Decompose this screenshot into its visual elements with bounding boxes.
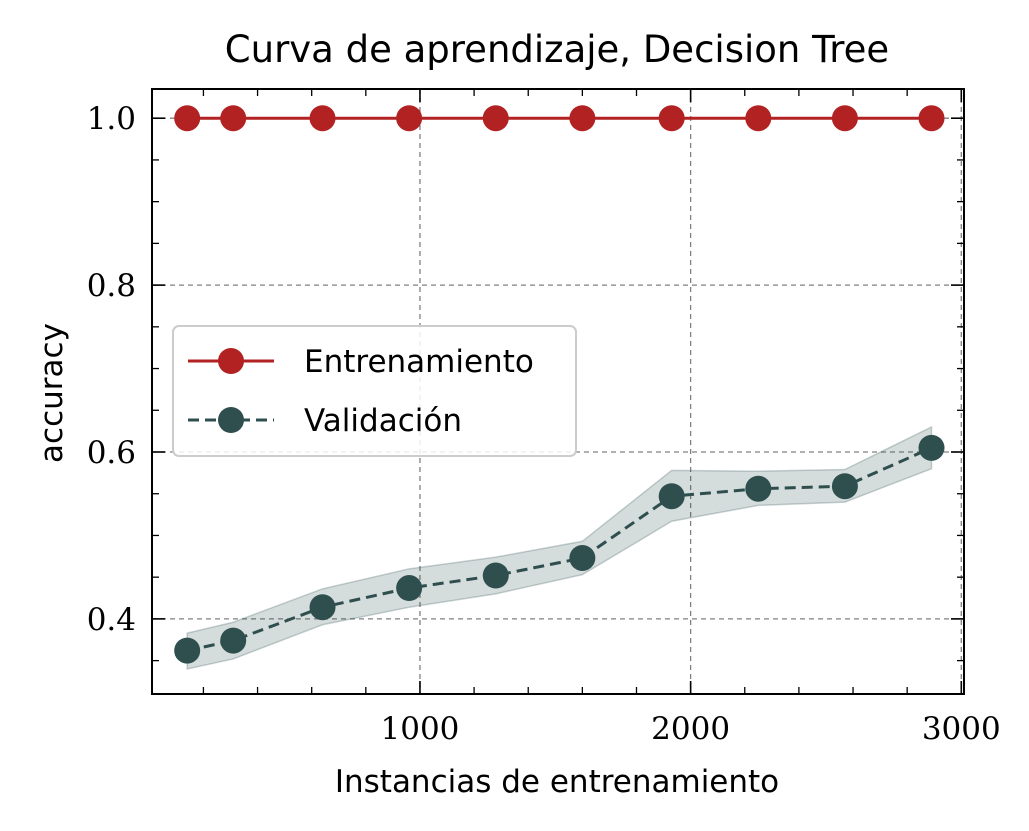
marker-validacion-7: [745, 475, 772, 502]
legend-label-validacion: Validación: [304, 403, 462, 439]
x-tick-label-2: 3000: [922, 711, 1001, 747]
y-axis-label: accuracy: [34, 323, 70, 463]
validation-confidence-band: [186, 425, 933, 670]
marker-entrenamiento-5: [569, 105, 596, 132]
marker-validacion-3: [396, 575, 423, 602]
marker-entrenamiento-7: [745, 105, 772, 132]
marker-entrenamiento-9: [918, 105, 945, 132]
legend-box: [172, 325, 577, 457]
marker-entrenamiento-6: [658, 105, 685, 132]
x-tick-label-1: 2000: [651, 711, 730, 747]
legend-marker-entrenamiento: [218, 348, 244, 374]
marker-validacion-4: [482, 562, 509, 589]
y-tick-label-2: 0.8: [87, 268, 136, 304]
y-tick-label-3: 1.0: [87, 101, 136, 137]
marker-validacion-5: [569, 544, 596, 571]
marker-entrenamiento-0: [174, 105, 201, 132]
legend: Entrenamiento Validación: [172, 325, 577, 457]
legend-label-entrenamiento: Entrenamiento: [304, 344, 534, 380]
y-tick-label-0: 0.4: [87, 602, 136, 638]
marker-entrenamiento-2: [309, 105, 336, 132]
marker-validacion-2: [309, 594, 336, 621]
marker-entrenamiento-3: [396, 105, 423, 132]
validation-band-area: [186, 425, 933, 670]
tick-labels: 1000 2000 3000 0.4 0.6 0.8 1.0: [87, 101, 1001, 747]
chart-title: Curva de aprendizaje, Decision Tree: [225, 28, 889, 71]
marker-validacion-0: [174, 637, 201, 664]
x-tick-label-0: 1000: [381, 711, 460, 747]
marker-validacion-8: [831, 473, 858, 500]
series-markers: [174, 105, 945, 664]
marker-entrenamiento-8: [831, 105, 858, 132]
marker-entrenamiento-4: [482, 105, 509, 132]
marker-validacion-9: [918, 434, 945, 461]
series-line-validacion: [186, 446, 933, 653]
legend-marker-validacion: [218, 407, 244, 433]
axis-ticks: [152, 89, 964, 694]
series-lines: [186, 116, 933, 653]
marker-entrenamiento-1: [220, 105, 247, 132]
plot-frame: [151, 88, 965, 695]
marker-validacion-6: [658, 483, 685, 510]
x-axis-label: Instancias de entrenamiento: [335, 764, 779, 800]
axes-frame: [151, 88, 965, 695]
y-tick-label-1: 0.6: [87, 435, 136, 471]
marker-validacion-1: [220, 627, 247, 654]
